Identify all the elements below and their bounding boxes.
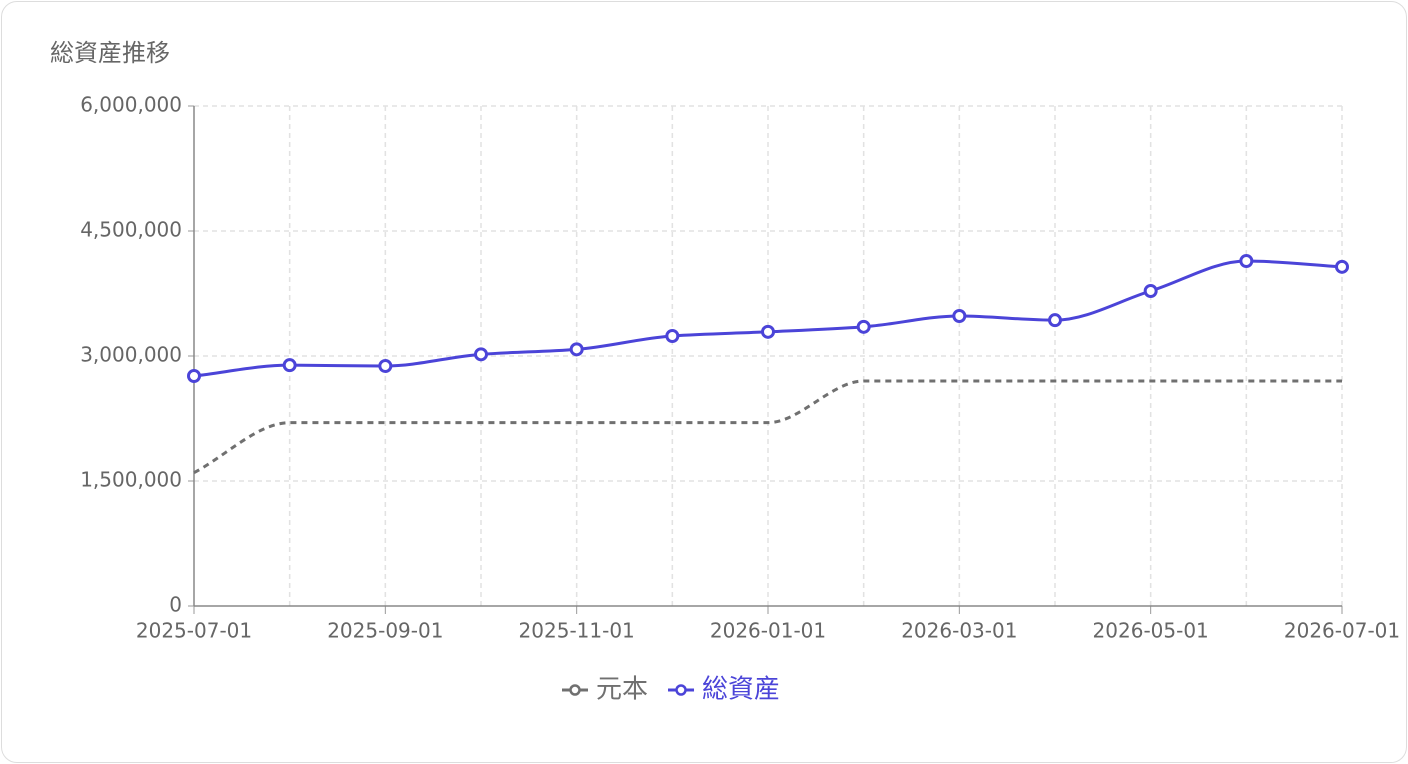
point	[1048, 313, 1062, 328]
x-tick-label: 2025-11-01	[519, 619, 635, 643]
line	[193, 379, 1342, 474]
x-tick-label: 2026-03-01	[901, 619, 1017, 643]
point	[378, 359, 393, 373]
point	[856, 319, 871, 334]
x-tick-label: 2025-09-01	[327, 619, 443, 643]
y-tick-label: 0	[169, 593, 182, 617]
point	[282, 358, 297, 373]
y-tick-label: 6,000,000	[80, 93, 182, 117]
y-tick-label: 4,500,000	[80, 218, 182, 242]
point	[1335, 259, 1349, 274]
y-tick-label: 3,000,000	[80, 343, 182, 367]
x-tick-label: 2025-07-01	[136, 619, 252, 643]
x-tick-label: 2026-01-01	[710, 619, 826, 643]
point	[761, 324, 775, 339]
point	[665, 329, 680, 343]
y-tick-label: 1,500,000	[80, 468, 182, 492]
point	[1239, 254, 1254, 268]
legend-label: 総資産	[702, 675, 780, 705]
point	[474, 347, 488, 362]
point	[952, 309, 967, 323]
x-tick-label: 2026-05-01	[1093, 619, 1209, 643]
chart-title: 総資産推移	[50, 39, 170, 67]
point	[1143, 284, 1158, 298]
legend-swatch	[569, 684, 581, 696]
x-tick-label: 2026-07-01	[1284, 619, 1400, 643]
point	[569, 342, 584, 357]
point	[187, 369, 201, 383]
legend-label: 元本	[596, 675, 648, 705]
legend-swatch	[675, 684, 687, 696]
